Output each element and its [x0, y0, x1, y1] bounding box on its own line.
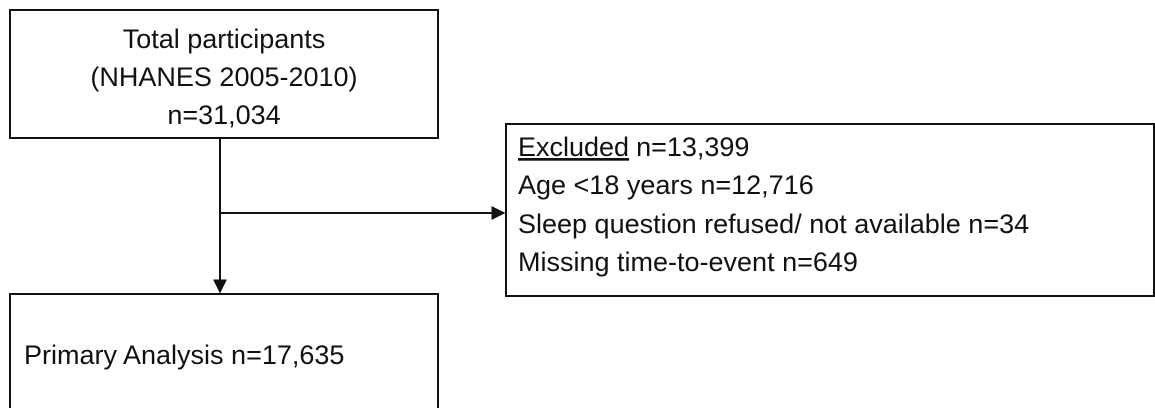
- total-line: Total participants: [123, 24, 326, 54]
- total-line: (NHANES 2005-2010): [90, 62, 357, 92]
- excluded-line: Missing time-to-event n=649: [518, 247, 858, 277]
- excluded-count: n=13,399: [636, 132, 749, 162]
- excluded-line: Sleep question refused/ not available n=…: [518, 209, 1029, 239]
- total-line: n=31,034: [167, 100, 280, 130]
- primary-box: [9, 293, 439, 408]
- excluded-box: [505, 123, 1155, 297]
- primary-label: Primary Analysis n=17,635: [24, 340, 344, 370]
- total-box: [9, 9, 439, 139]
- excluded-header: Excluded n=13,399: [518, 132, 749, 162]
- excluded-line: Age <18 years n=12,716: [518, 170, 814, 200]
- excluded-heading: Excluded: [518, 132, 629, 162]
